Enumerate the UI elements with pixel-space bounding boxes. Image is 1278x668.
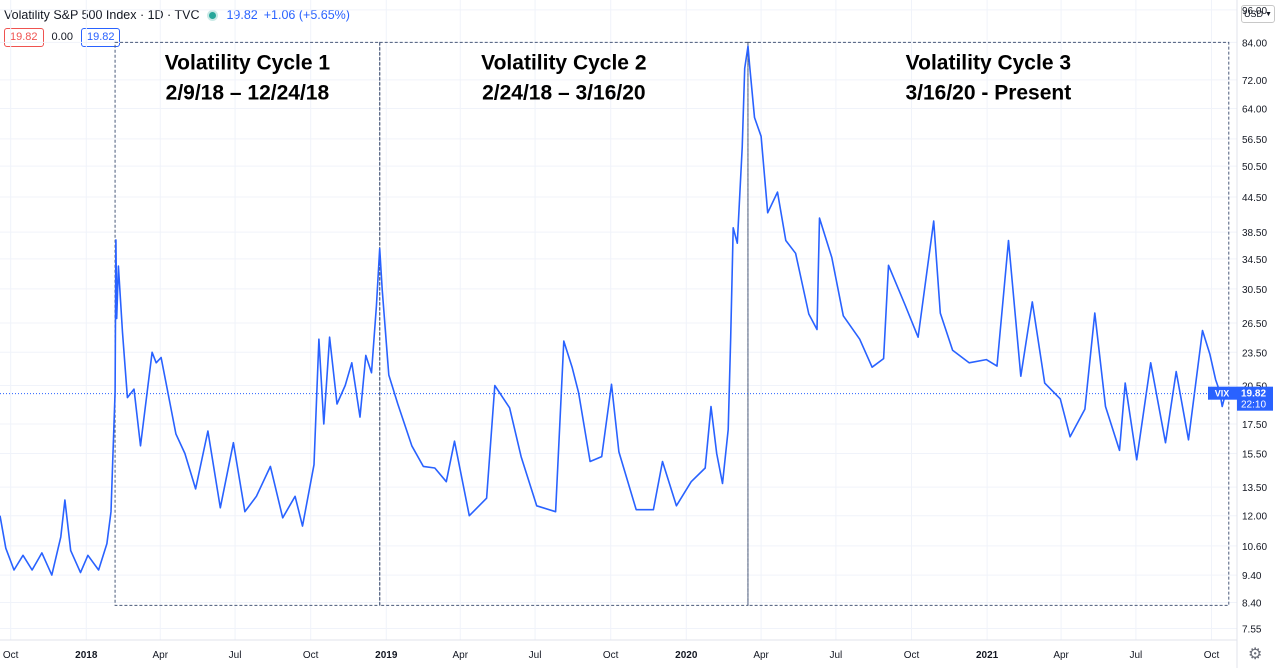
market-status-icon	[209, 11, 217, 19]
y-tick-label: 8.40	[1242, 599, 1262, 610]
x-axis[interactable]: Oct 2018 Apr Jul Oct 2019 Apr Jul Oct 2020 Apr Jul O…	[3, 650, 1220, 661]
y-tick-label: 10.60	[1242, 542, 1267, 553]
series-layer	[0, 45, 1237, 576]
y-tick-label: 15.50	[1242, 449, 1267, 460]
series-line-vix	[0, 45, 1227, 576]
x-tick-label: Apr	[152, 650, 168, 661]
y-tick-label: 44.50	[1242, 193, 1267, 204]
x-tick-label: Jul	[529, 650, 542, 661]
cycle-title-3: Volatility Cycle 3	[906, 51, 1071, 74]
x-tick-label: Jul	[1130, 650, 1143, 661]
currency-selector[interactable]: USD ▼	[1241, 5, 1275, 23]
spread-value: 0.00	[51, 31, 73, 43]
currency-label: USD	[1244, 9, 1264, 19]
price-tag-countdown: 22:10	[1241, 400, 1266, 411]
y-tick-label: 34.50	[1242, 255, 1267, 266]
x-tick-label: Apr	[1053, 650, 1069, 661]
y-tick-label: 64.00	[1242, 105, 1267, 116]
y-tick-label: 30.50	[1242, 285, 1267, 296]
y-tick-label: 26.50	[1242, 319, 1267, 330]
x-tick-label: Oct	[303, 650, 319, 661]
y-tick-label: 72.00	[1242, 76, 1267, 87]
y-tick-label: 13.50	[1242, 483, 1267, 494]
price-boxes: 19.82 0.00 19.82	[4, 28, 121, 47]
symbol-title[interactable]: Volatility S&P 500 Index · 1D · TVC	[4, 8, 200, 22]
x-tick-label: Oct	[3, 650, 19, 661]
cycle-dates-3: 3/16/20 - Present	[905, 81, 1071, 104]
annotation-boxes: Volatility Cycle 1 2/9/18 – 12/24/18 Volat…	[114, 41, 1230, 606]
price-tag	[1237, 386, 1273, 411]
x-tick-label: Apr	[753, 650, 769, 661]
x-tick-label: Jul	[830, 650, 843, 661]
sell-price-box[interactable]: 19.82	[4, 28, 44, 47]
x-tick-label: 2018	[75, 650, 98, 661]
x-tick-label: 2020	[675, 650, 698, 661]
y-tick-label: 38.50	[1242, 228, 1267, 239]
x-tick-label: Oct	[904, 650, 920, 661]
y-tick-label: 96.00	[1242, 6, 1267, 17]
price-tag-value: 19.82	[1241, 389, 1266, 400]
y-tick-label: 23.50	[1242, 348, 1267, 359]
cycle-dates-1: 2/9/18 – 12/24/18	[166, 81, 330, 104]
x-tick-label: Jul	[229, 650, 242, 661]
cycle-box-3	[747, 41, 1230, 606]
symbol-tag-text: VIX	[1215, 389, 1230, 399]
last-price: 19.82	[226, 8, 258, 22]
cycle-box-1	[114, 41, 381, 606]
y-tick-label: 17.50	[1242, 420, 1267, 431]
y-tick-label: 12.00	[1242, 512, 1267, 523]
x-tick-label: Oct	[1204, 650, 1220, 661]
y-tick-label: 7.55	[1242, 624, 1262, 635]
cycle-box-2	[379, 41, 749, 606]
y-tick-label: 84.00	[1242, 38, 1267, 49]
symbol-tag	[1208, 386, 1237, 400]
cycle-title-2: Volatility Cycle 2	[481, 51, 646, 74]
x-tick-label: Oct	[603, 650, 619, 661]
y-axis[interactable]: 7.558.409.4010.6012.0013.5015.5017.5020.…	[1242, 6, 1267, 636]
y-tick-label: 9.40	[1242, 571, 1262, 582]
cycle-dates-2: 2/24/18 – 3/16/20	[482, 81, 645, 104]
buy-price-box[interactable]: 19.82	[80, 28, 121, 47]
x-tick-label: 2021	[976, 650, 999, 661]
price-change: +1.06 (+5.65%)	[263, 8, 350, 22]
chevron-down-icon: ▼	[1265, 10, 1272, 18]
x-tick-label: Apr	[452, 650, 468, 661]
cycle-title-1: Volatility Cycle 1	[165, 51, 331, 74]
chart-header: Volatility S&P 500 Index · 1D · TVC 19.8…	[4, 6, 350, 24]
grid	[0, 0, 1238, 668]
gear-icon[interactable]: ⚙	[1248, 646, 1263, 663]
y-tick-label: 56.50	[1242, 135, 1267, 146]
y-tick-label: 50.50	[1242, 162, 1267, 173]
x-tick-label: 2019	[375, 650, 398, 661]
